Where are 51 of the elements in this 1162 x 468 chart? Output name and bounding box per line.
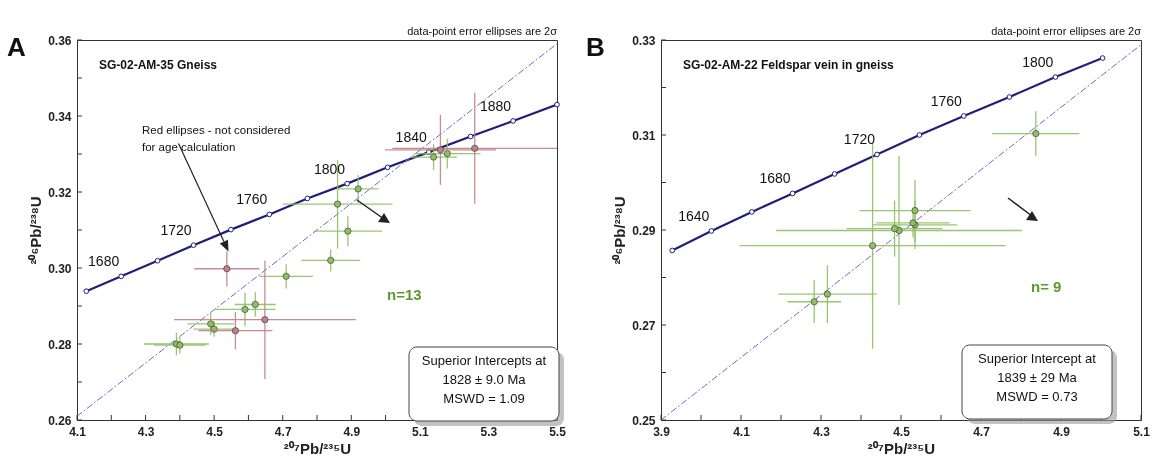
annotation: n= 9 bbox=[1031, 278, 1062, 295]
x-tick-label: 4.1 bbox=[69, 424, 87, 439]
text: data-point error ellipses are 2σ bbox=[991, 25, 1142, 37]
x-tick-label: 4.5 bbox=[206, 424, 224, 439]
x-tick-label: 4.3 bbox=[137, 424, 155, 439]
x-tick-label: 4.7 bbox=[274, 424, 292, 439]
text: SG-02-AM-22 Feldspar vein in gneiss bbox=[683, 58, 895, 72]
annotation: Superior Intercepts at 1828 ± 9.0 Ma MSWD = 1.09 bbox=[421, 353, 547, 406]
annotation: 1640 bbox=[678, 207, 710, 224]
x-tick-label: 4.7 bbox=[973, 424, 991, 439]
x-tick-label: 5.1 bbox=[412, 424, 430, 439]
x-tick-label: 4.9 bbox=[1053, 424, 1071, 439]
text: A bbox=[7, 32, 26, 62]
x-tick-label: 4.5 bbox=[893, 424, 911, 439]
x-tick-label: 5.1 bbox=[1133, 424, 1151, 439]
text: B bbox=[586, 32, 605, 62]
annotation: 1720 bbox=[160, 222, 192, 239]
x-tick-label: 5.3 bbox=[480, 424, 498, 439]
x-tick-label: 4.1 bbox=[733, 424, 751, 439]
x-axis-title: ²⁰⁷Pb/²³⁵U bbox=[283, 439, 352, 457]
annotation: 1720 bbox=[843, 131, 876, 148]
annotation: 1840 bbox=[395, 129, 427, 146]
annotation: 1760 bbox=[236, 191, 268, 208]
annotation: 1880 bbox=[479, 97, 512, 114]
y-axis-title: ²⁰⁶Pb/²³⁸U bbox=[611, 196, 629, 265]
annotation: n=13 bbox=[387, 286, 422, 303]
x-tick-label: 3.9 bbox=[653, 424, 671, 439]
x-axis-title: ²⁰⁷Pb/²³⁵U bbox=[867, 439, 936, 457]
y-tick-label: 0.30 bbox=[48, 261, 72, 276]
x-tick-label: 4.3 bbox=[813, 424, 831, 439]
y-axis-title: ²⁰⁶Pb/²³⁸U bbox=[27, 196, 45, 265]
y-tick-label: 0.32 bbox=[48, 185, 72, 200]
annotation: Superior Intercept at 1839 ± 29 Ma MSWD = 0.73 bbox=[978, 351, 1097, 404]
annotation: 1800 bbox=[1022, 54, 1054, 71]
y-tick-label: 0.25 bbox=[632, 413, 656, 428]
y-tick-label: 0.36 bbox=[48, 33, 72, 48]
annotation: 1680 bbox=[759, 170, 791, 187]
text: SG-02-AM-35 Gneiss bbox=[99, 58, 218, 72]
text: data-point error ellipses are 2σ bbox=[407, 25, 558, 37]
y-tick-label: 0.34 bbox=[48, 109, 72, 124]
y-tick-label: 0.26 bbox=[48, 413, 72, 428]
annotation: 1680 bbox=[88, 253, 120, 270]
x-tick-label: 4.9 bbox=[343, 424, 361, 439]
y-tick-label: 0.28 bbox=[48, 337, 72, 352]
y-tick-label: 0.31 bbox=[632, 128, 656, 143]
x-tick-label: 5.5 bbox=[549, 424, 567, 439]
y-tick-label: 0.33 bbox=[632, 33, 656, 48]
annotation: Red ellipses - not considered for age calculation bbox=[142, 124, 291, 153]
y-tick-label: 0.27 bbox=[632, 318, 656, 333]
annotation: 1760 bbox=[930, 93, 962, 109]
y-tick-label: 0.29 bbox=[632, 223, 656, 238]
